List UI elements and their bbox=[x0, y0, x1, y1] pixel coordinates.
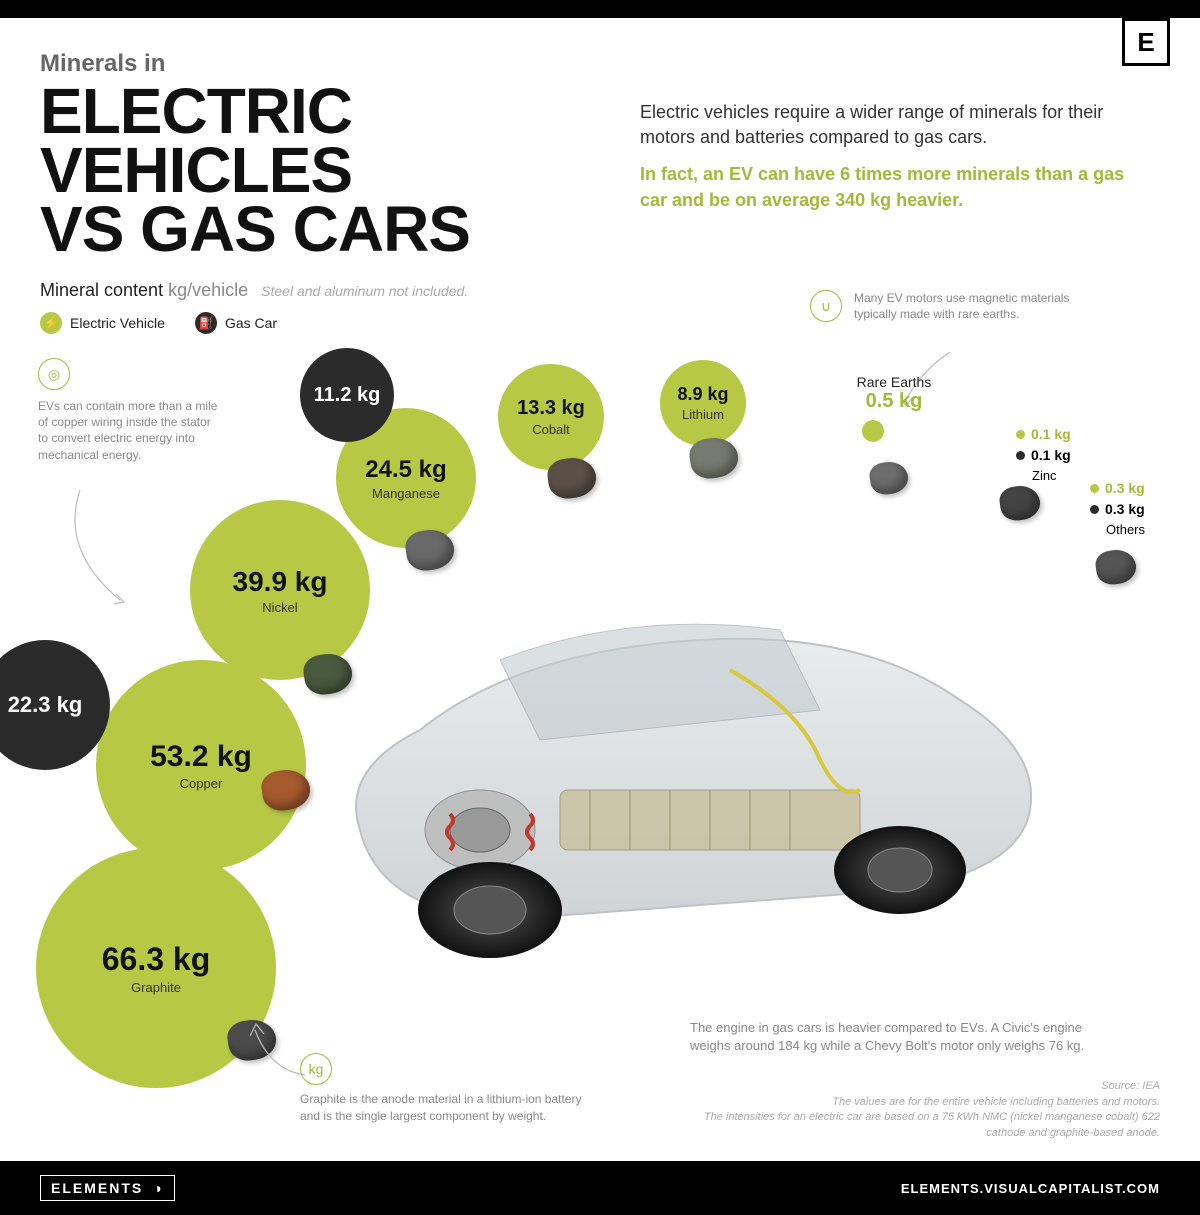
others-ev-dot bbox=[1090, 484, 1099, 493]
bubble-cobalt-value: 13.3 kg bbox=[517, 397, 585, 420]
bubble-mn-gas: 11.2 kg bbox=[300, 348, 394, 442]
header: Minerals in ELECTRIC VEHICLES VS GAS CAR… bbox=[40, 50, 600, 259]
stator-icon: ◎ bbox=[38, 358, 70, 390]
bubble-cobalt: 13.3 kg Cobalt bbox=[498, 364, 604, 470]
bubble-cobalt-label: Cobalt bbox=[532, 422, 570, 437]
bubble-manganese-label: Manganese bbox=[372, 486, 440, 501]
zinc-label: Zinc bbox=[1032, 466, 1071, 486]
bubble-nickel: 39.9 kg Nickel bbox=[190, 500, 370, 680]
bubble-graphite-label: Graphite bbox=[131, 980, 181, 995]
bubble-lithium-value: 8.9 kg bbox=[677, 384, 728, 405]
bubble-copper-gas-value: 22.3 kg bbox=[8, 692, 83, 718]
car-illustration bbox=[300, 550, 1080, 970]
intro-text: Electric vehicles require a wider range … bbox=[640, 100, 1140, 213]
callout-copper-text: EVs can contain more than a mile of copp… bbox=[38, 398, 218, 463]
callout-magnet: ∪ Many EV motors use magnetic materials … bbox=[810, 290, 1070, 330]
intro-body: Electric vehicles require a wider range … bbox=[640, 102, 1103, 147]
rock-manganese bbox=[403, 527, 456, 573]
callout-magnet-text: Many EV motors use magnetic materials ty… bbox=[854, 290, 1070, 330]
subhead-unit: kg/vehicle bbox=[168, 280, 248, 300]
rock-rare-earths bbox=[868, 460, 910, 497]
subhead-label: Mineral content bbox=[40, 280, 163, 300]
others-values: 0.3 kg 0.3 kg Others bbox=[1090, 478, 1145, 540]
callout-engine: The engine in gas cars is heavier compar… bbox=[690, 1019, 1090, 1055]
bubble-lithium-label: Lithium bbox=[682, 407, 724, 422]
title-line-2: VS GAS CARS bbox=[40, 193, 470, 265]
bubble-copper-ev-value: 53.2 kg bbox=[150, 740, 252, 774]
bubble-copper-ev-label: Copper bbox=[180, 776, 223, 791]
rare-earths-label: Rare Earths 0.5 kg bbox=[844, 374, 944, 413]
bubble-mn-gas-value: 11.2 kg bbox=[314, 384, 381, 407]
footer-source: Source: IEA bbox=[690, 1079, 1160, 1094]
page-title: ELECTRIC VEHICLES VS GAS CARS bbox=[40, 82, 600, 259]
callout-graphite-text: Graphite is the anode material in a lith… bbox=[300, 1091, 600, 1125]
rare-earths-value: 0.5 kg bbox=[844, 390, 944, 413]
bubble-nickel-label: Nickel bbox=[262, 600, 297, 615]
brand-url: ELEMENTS.VISUALCAPITALIST.COM bbox=[901, 1181, 1160, 1196]
chart-subhead: Mineral content kg/vehicle Steel and alu… bbox=[40, 280, 468, 301]
zinc-gas-dot bbox=[1016, 451, 1025, 460]
bottom-bar: ELEMENTS ◑ ELEMENTS.VISUALCAPITALIST.COM bbox=[0, 1161, 1200, 1215]
bubble-lithium: 8.9 kg Lithium bbox=[660, 360, 746, 446]
others-ev-value: 0.3 kg bbox=[1105, 478, 1145, 499]
arrow-copper bbox=[70, 490, 150, 610]
brand-icon: ◑ bbox=[153, 1180, 163, 1196]
bubble-graphite-value: 66.3 kg bbox=[102, 941, 211, 978]
brand-name: ELEMENTS bbox=[51, 1180, 143, 1196]
footer-note-2: The intensities for an electric car are … bbox=[690, 1110, 1160, 1141]
brand-logo-corner: E bbox=[1122, 18, 1170, 66]
intro-highlight: In fact, an EV can have 6 times more min… bbox=[640, 162, 1140, 212]
rock-zinc bbox=[998, 483, 1042, 522]
zinc-ev-dot bbox=[1016, 430, 1025, 439]
magnet-icon: ∪ bbox=[810, 290, 842, 322]
bubble-manganese-value: 24.5 kg bbox=[365, 456, 446, 484]
bubble-nickel-value: 39.9 kg bbox=[233, 566, 328, 598]
bubble-copper-ev: 53.2 kg Copper bbox=[96, 660, 306, 870]
callout-graphite: kg Graphite is the anode material in a l… bbox=[300, 1053, 600, 1125]
zinc-gas-value: 0.1 kg bbox=[1031, 445, 1071, 466]
footer-note-1: The values are for the entire vehicle in… bbox=[690, 1095, 1160, 1110]
rock-cobalt bbox=[545, 455, 598, 501]
eyebrow: Minerals in bbox=[40, 50, 600, 78]
others-gas-value: 0.3 kg bbox=[1105, 499, 1145, 520]
subhead-note: Steel and aluminum not included. bbox=[261, 283, 468, 299]
others-gas-dot bbox=[1090, 505, 1099, 514]
callout-copper: ◎ EVs can contain more than a mile of co… bbox=[38, 358, 218, 463]
title-line-1: ELECTRIC VEHICLES bbox=[40, 75, 352, 206]
brand-badge: ELEMENTS ◑ bbox=[40, 1175, 175, 1201]
zinc-values: 0.1 kg 0.1 kg Zinc bbox=[1016, 424, 1071, 486]
footer-notes: Source: IEA The values are for the entir… bbox=[690, 1079, 1160, 1141]
others-label: Others bbox=[1106, 520, 1145, 540]
rock-others bbox=[1094, 547, 1138, 586]
diagram-stage: ◎ EVs can contain more than a mile of co… bbox=[0, 300, 1200, 1120]
bubble-copper-gas: 22.3 kg bbox=[0, 640, 110, 770]
top-bar bbox=[0, 0, 1200, 18]
zinc-ev-value: 0.1 kg bbox=[1031, 424, 1071, 445]
rock-nickel bbox=[301, 651, 354, 697]
weight-icon: kg bbox=[300, 1053, 332, 1085]
rare-earths-name: Rare Earths bbox=[857, 374, 932, 390]
bubble-rare-earths bbox=[862, 420, 884, 442]
rock-lithium bbox=[687, 435, 740, 481]
